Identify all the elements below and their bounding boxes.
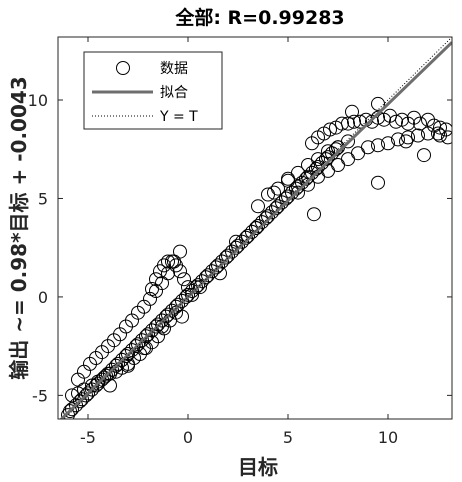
axes-box [57, 36, 453, 420]
legend-label-fit: 拟合 [160, 85, 188, 101]
data-point [281, 189, 295, 204]
data-point [271, 199, 285, 214]
data-point [103, 378, 117, 393]
data-point [381, 136, 395, 151]
data-point [251, 199, 265, 214]
data-point [181, 280, 195, 295]
identity-line [63, 37, 452, 419]
x-axis-label: 目标 [238, 455, 278, 479]
legend-marker-data [116, 61, 130, 75]
data-point [177, 272, 191, 287]
y-tick-label: 10 [28, 91, 48, 110]
data-point [103, 366, 117, 381]
data-point [161, 307, 175, 322]
data-point [65, 388, 79, 403]
data-point [267, 185, 281, 200]
legend-label-identity: Y = T [159, 109, 198, 125]
x-tick-label: -5 [80, 428, 96, 447]
x-tick-label: 10 [378, 428, 398, 447]
data-point [311, 152, 325, 167]
data-point [173, 244, 187, 259]
data-point [421, 126, 435, 141]
data-point [181, 287, 195, 302]
data-point [221, 248, 235, 263]
chart-title: 全部: R=0.99283 [174, 6, 344, 29]
data-point [157, 258, 171, 273]
data-point [323, 122, 337, 137]
data-layer [59, 37, 452, 419]
data-point [281, 173, 295, 188]
tick-layer: -5 0 5 10 -5 0 5 10 [28, 37, 452, 447]
data-point [291, 185, 305, 200]
data-point [229, 234, 243, 249]
data-point [441, 130, 452, 145]
data-point [371, 96, 385, 111]
fit-line [59, 41, 452, 419]
data-point [111, 356, 125, 371]
legend: 数据 拟合 Y = T [83, 51, 223, 130]
data-point [81, 386, 95, 401]
data-point [371, 110, 385, 125]
data-point [241, 228, 255, 243]
data-point [211, 258, 225, 273]
data-point [249, 221, 263, 235]
x-tick-label: 0 [183, 428, 193, 447]
data-point [251, 219, 265, 233]
y-tick-label: -5 [32, 386, 48, 405]
data-point [271, 181, 285, 196]
data-point [417, 148, 431, 163]
data-point [173, 264, 187, 279]
data-point [389, 114, 403, 129]
data-point [193, 280, 207, 295]
data-point [413, 116, 427, 131]
data-point [431, 126, 445, 141]
data-point [141, 327, 155, 342]
data-point [291, 165, 305, 180]
data-point [371, 175, 385, 190]
data-point [201, 268, 215, 283]
data-point [433, 120, 447, 135]
data-point [347, 114, 361, 129]
data-point [321, 144, 335, 159]
data-point [361, 140, 375, 155]
data-point [391, 132, 405, 147]
data-point [65, 402, 79, 417]
data-point [137, 341, 151, 356]
x-tick-label: 5 [283, 428, 293, 447]
data-point [307, 207, 321, 222]
data-point [261, 209, 275, 224]
data-point [185, 287, 199, 302]
data-point [371, 138, 385, 153]
data-point [145, 282, 159, 296]
data-point [341, 134, 355, 149]
y-tick-label: 0 [38, 288, 48, 307]
data-point [433, 128, 447, 143]
data-point [175, 309, 189, 324]
data-point [161, 254, 175, 269]
data-point [345, 104, 359, 119]
data-point [231, 238, 245, 253]
y-axis-label: 输出 ~= 0.98*目标 + -0.0043 [7, 76, 31, 379]
legend-label-data: 数据 [160, 61, 188, 77]
data-point [121, 358, 135, 373]
data-point [411, 128, 425, 143]
data-point [335, 116, 349, 131]
data-point [399, 134, 413, 149]
data-point [149, 272, 163, 287]
data-point [165, 254, 179, 269]
y-tick-label: 5 [38, 189, 48, 208]
